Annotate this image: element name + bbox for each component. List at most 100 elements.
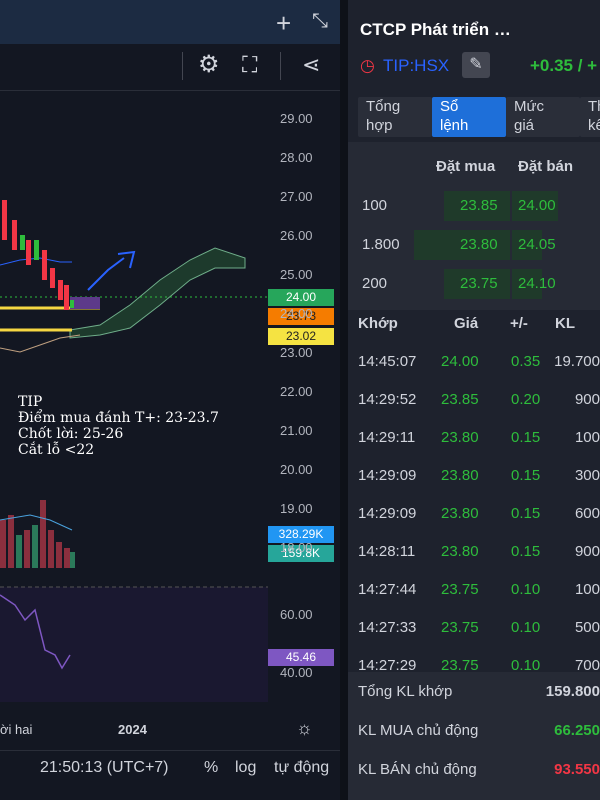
- bid-price: 23.75: [460, 275, 498, 292]
- trade-price: 23.75: [441, 619, 479, 636]
- log-button[interactable]: log: [235, 759, 257, 776]
- trade-volume: 600: [574, 505, 600, 522]
- price-axis-label: 25.00: [280, 267, 313, 282]
- trade-price: 23.80: [441, 505, 479, 522]
- collapse-icon[interactable]: ⤡: [312, 10, 328, 32]
- tab-label[interactable]: Sổ: [440, 98, 459, 115]
- volume-tag: 159.8K: [268, 545, 334, 562]
- trade-time: 14:29:09: [358, 505, 417, 522]
- zone: [70, 297, 100, 309]
- auto-button[interactable]: tự động: [274, 759, 330, 776]
- separator: [182, 52, 183, 80]
- trade-price: 23.80: [441, 543, 479, 560]
- trade-change: 0.15: [511, 505, 541, 522]
- ask-depth: [512, 230, 542, 260]
- rsi: [0, 594, 71, 670]
- annotation-line: Chốt lời: 25-26: [18, 426, 124, 442]
- trade-price: 23.85: [441, 391, 479, 408]
- header: Đặt mua: [436, 158, 496, 175]
- price-axis-label: 18.00: [280, 540, 313, 555]
- ask-price: 24.05: [518, 236, 556, 253]
- price-axis-label: 23.00: [280, 345, 313, 360]
- trade-time: 14:29:52: [358, 391, 417, 408]
- price-axis-label: 22.00: [280, 384, 313, 399]
- rsi-band: [0, 587, 268, 702]
- tab-label[interactable]: kê: [588, 117, 600, 134]
- trade-volume: 100: [574, 581, 600, 598]
- price-axis-label: 20.00: [280, 462, 313, 477]
- clock: 21:50:13 (UTC+7): [40, 759, 169, 776]
- cloud: [69, 247, 246, 339]
- trade-time: 14:27:44: [358, 581, 417, 598]
- trade-change: 0.10: [511, 581, 541, 598]
- chart-drawing: [0, 200, 268, 702]
- bid-price: 23.80: [460, 236, 498, 253]
- ask-price: 24.00: [518, 197, 556, 214]
- trade-volume: 900: [574, 391, 600, 408]
- bid-volume: 100: [362, 197, 388, 214]
- trade-header: +/-: [510, 315, 528, 332]
- chart-header: [0, 0, 340, 44]
- summary-value: 93.550: [554, 761, 600, 778]
- rsi-axis-label: 40.00: [280, 665, 313, 680]
- divider: [0, 750, 340, 751]
- fullscreen-icon[interactable]: ⛶: [242, 52, 258, 77]
- settings-icon[interactable]: ⚙: [198, 51, 220, 78]
- trade-volume: 100: [574, 429, 600, 446]
- annotation-line: Điểm mua đánh T+: 23-23.7: [18, 410, 219, 426]
- tab[interactable]: Th kê: [580, 97, 600, 137]
- trade-volume: 19.700: [554, 353, 600, 370]
- trade-price: 23.80: [441, 467, 479, 484]
- trade-time: 14:28:11: [358, 543, 416, 560]
- trade-list: 14:45:07 24.00 0.35 19.700 14:29:52 23.85 0.20…: [348, 343, 600, 672]
- tab-label[interactable]: Th: [588, 98, 600, 115]
- trade-change: 0.15: [511, 467, 541, 484]
- price-axis-label: 24.00: [280, 306, 313, 321]
- tab[interactable]: Mức giá: [506, 97, 580, 137]
- percent-button[interactable]: %: [204, 759, 219, 776]
- volume-bars: [0, 500, 70, 568]
- trade-header: KL: [555, 315, 575, 332]
- trade-change: 0.35: [511, 353, 541, 370]
- tab-label[interactable]: hợp: [366, 117, 393, 134]
- tab[interactable]: Sổ lệnh: [432, 97, 506, 137]
- bid-depth: [444, 191, 510, 221]
- chart-panel: + ⤡ ⚙ ⛶ ⋖ 24.00 23.73 23.02 328.29K 159.…: [0, 0, 340, 776]
- trade-change: 0.15: [511, 543, 541, 560]
- trade-header: Giá: [454, 315, 479, 332]
- trade-price: 23.75: [441, 657, 479, 672]
- header: Đặt bán: [518, 158, 574, 175]
- clock-icon: ◷: [360, 56, 375, 75]
- base-line: [0, 257, 72, 266]
- trade-time: 14:29:11: [358, 429, 416, 446]
- trade-time: 14:27:33: [358, 619, 417, 636]
- arrow: [87, 257, 125, 291]
- bid-depth: [414, 230, 510, 260]
- trade-time: 14:45:07: [358, 353, 417, 370]
- annotation-line: TIP: [18, 394, 43, 410]
- theme-icon[interactable]: ☼: [296, 718, 313, 738]
- bid-volume: 1.800: [362, 236, 400, 253]
- bid-volume: 200: [362, 275, 388, 292]
- tab-label[interactable]: lệnh: [440, 117, 469, 134]
- trade-change: 0.15: [511, 429, 541, 446]
- price-axis-label: 27.00: [280, 189, 313, 204]
- tab-label[interactable]: Tổng: [366, 98, 401, 115]
- trade-volume: 500: [574, 619, 600, 636]
- tab-label[interactable]: Mức: [514, 98, 545, 115]
- annotation: TIP Điểm mua đánh T+: 23-23.7 Chốt lời: 25…: [18, 394, 219, 458]
- add-icon[interactable]: +: [276, 8, 292, 38]
- ticker[interactable]: TIP:HSX: [383, 56, 450, 75]
- candles: [20, 235, 74, 308]
- trade-price: 24.00: [441, 353, 479, 370]
- price-axis-label: 19.00: [280, 501, 313, 516]
- edit-button[interactable]: ✎: [462, 52, 490, 78]
- price-change: +0.35 / +: [530, 56, 598, 75]
- bid-depth: [444, 269, 510, 299]
- tab-label[interactable]: giá: [514, 117, 535, 134]
- trade-price: 23.75: [441, 581, 479, 598]
- tab[interactable]: Tổng hợp: [358, 97, 432, 137]
- trade-time: 14:27:29: [358, 657, 417, 672]
- share-icon[interactable]: ⋖: [302, 52, 321, 77]
